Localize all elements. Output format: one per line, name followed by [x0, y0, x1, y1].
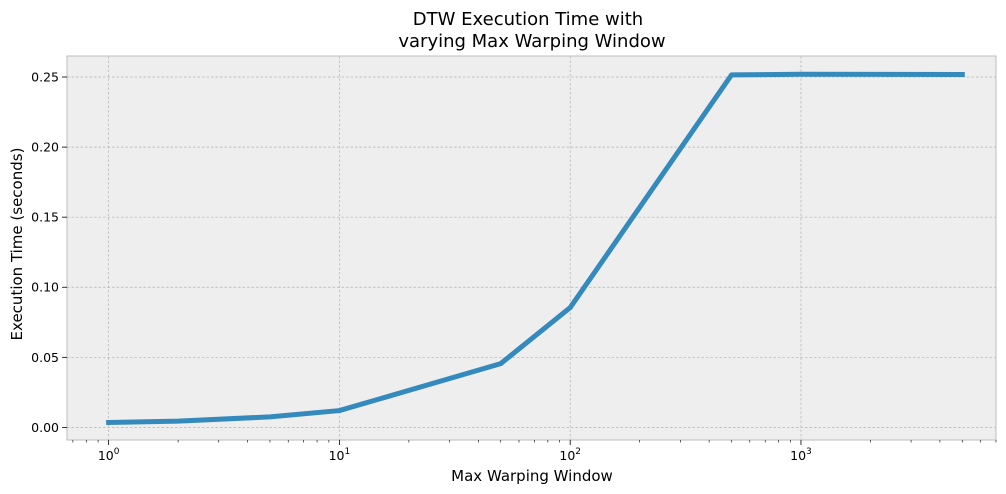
y-tick-label: 0.25 [31, 70, 59, 85]
y-tick-label: 0.20 [31, 140, 59, 155]
x-tick-label: 100 [98, 447, 120, 463]
plot-frame [66, 55, 997, 441]
x-axis-label: Max Warping Window [451, 467, 613, 485]
y-tick-label: 0.10 [31, 280, 59, 295]
x-tick-label: 102 [559, 447, 581, 463]
y-axis-ticks: 0.00 0.05 0.10 0.15 0.20 0.25 [31, 70, 67, 435]
plot-area [67, 56, 996, 440]
chart-title-line2: varying Max Warping Window [398, 31, 665, 52]
series-group [106, 71, 965, 426]
y-tick-label: 0.00 [31, 420, 59, 435]
x-tick-label: 101 [329, 447, 351, 463]
x-axis-ticks: 100 101 102 103 [72, 440, 997, 463]
grid [67, 56, 996, 440]
x-tick-label: 103 [790, 447, 812, 463]
y-tick-label: 0.05 [31, 350, 59, 365]
y-tick-label: 0.15 [31, 210, 59, 225]
y-axis-label: Execution Time (seconds) [8, 148, 26, 341]
chart-title-line1: DTW Execution Time with [413, 9, 643, 30]
